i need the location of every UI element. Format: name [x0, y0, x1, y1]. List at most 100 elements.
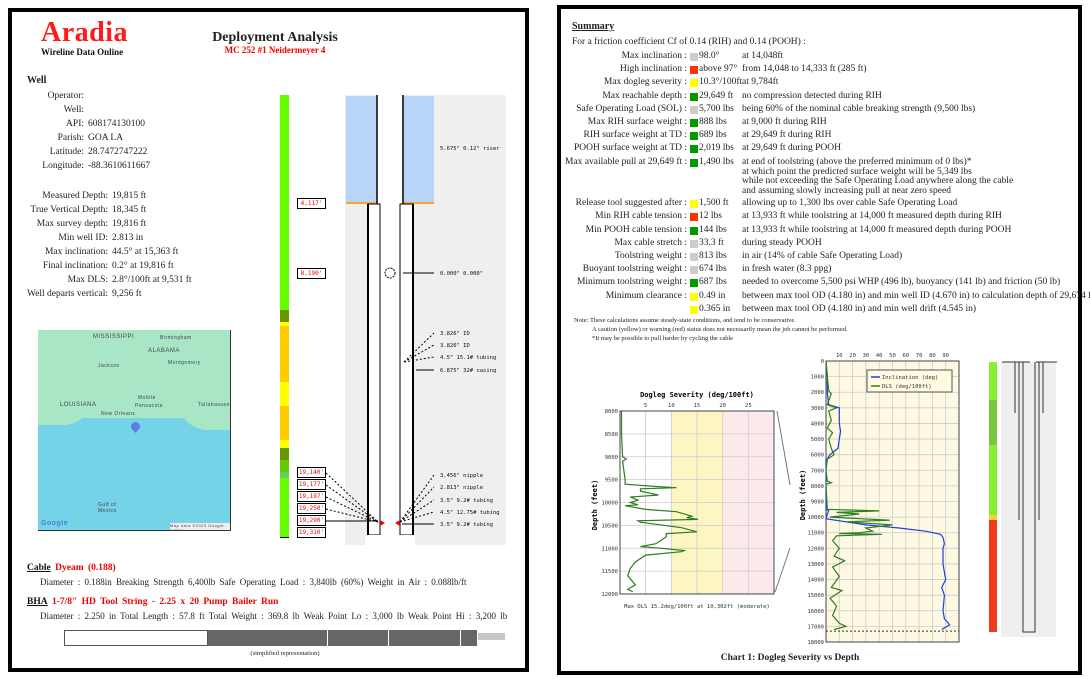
summary-desc: no compression detected during RIH: [742, 90, 882, 101]
component-label: 3.456" nipple: [440, 473, 483, 479]
y-tick-label: 17000: [807, 624, 824, 630]
summary-value: 689 lbs: [699, 130, 727, 141]
well-info-row: Final inclination: 0.2° at 19,816 ft: [20, 261, 174, 273]
status-indicator-icon: [690, 305, 698, 314]
well-info-label: Min well ID:: [58, 233, 108, 243]
summary-row: Max dogleg severity : 10.3°/100ft at 9,784…: [565, 77, 1075, 90]
status-indicator-icon: [690, 66, 698, 75]
summary-desc-continuation: and assuming slowly increasing pull at n…: [565, 186, 1075, 199]
summary-value: 0.49 in: [699, 290, 726, 301]
y-tick-label: 9000: [605, 455, 618, 461]
summary-label: POOH surface weight at TD :: [573, 143, 687, 154]
depth-marker: 19,177': [297, 479, 326, 490]
status-indicator-icon: [690, 145, 698, 154]
bha-heading: BHA: [27, 597, 48, 607]
location-map[interactable]: MISSISSIPPI ALABAMA LOUISIANA Montgomery…: [38, 330, 231, 531]
well-info-label: Max DLS:: [67, 275, 108, 285]
status-indicator-icon: [690, 132, 698, 141]
well-info-value: 9,256 ft: [112, 289, 142, 299]
y-tick-label: 2000: [811, 390, 824, 396]
summary-value: 687 lbs: [699, 277, 727, 288]
y-tick-label: 9500: [605, 478, 618, 484]
summary-value: 1,490 lbs: [699, 156, 734, 167]
well-info-label: Operator:: [47, 91, 84, 101]
summary-row: Max inclination : 98.0° at 14,048ft: [565, 51, 1075, 64]
summary-value: 12 lbs: [699, 211, 722, 222]
y-tick-label: 10000: [601, 501, 618, 507]
restriction-marker: [380, 520, 385, 526]
summary-row: Max cable stretch : 33.3 ft during steady …: [565, 238, 1075, 251]
summary-value: 2,019 lbs: [699, 143, 734, 154]
x-tick-label: 60: [902, 353, 909, 359]
x-tick-label: 50: [889, 353, 896, 359]
summary-desc: while not exceeding the Safe Operating L…: [742, 176, 1014, 187]
component-label: 4.5" 15.1# tubing: [440, 355, 496, 361]
summary-row: Min RIH cable tension : 12 lbs at 13,933 f…: [565, 211, 1075, 224]
plot-border: [619, 410, 775, 595]
summary-row: Safe Operating Load (SOL) : 5,700 lbs bein…: [565, 104, 1075, 117]
summary-label: Minimum toolstring weight :: [576, 277, 687, 288]
y-tick-label: 4000: [811, 421, 824, 427]
summary-label: RIH surface weight at TD :: [583, 130, 687, 141]
y-tick-label: 8000: [811, 484, 824, 490]
summary-row: Max reachable depth : 29,649 ft no compres…: [565, 91, 1075, 104]
well-info-label: Parish:: [57, 133, 84, 143]
depth-marker: 19,140': [297, 467, 326, 478]
leader-lines-upper: [403, 332, 435, 363]
mini-wellbore-schematic: [1001, 361, 1057, 637]
status-indicator-icon: [690, 226, 698, 235]
summary-label: Max reachable depth :: [602, 90, 687, 101]
x-tick-label: 10: [836, 353, 843, 359]
brand-tagline: Wireline Data Online: [41, 47, 124, 57]
wellbore-schematic: 5.675" 0.12" riser 0.000" 0.000" 3.826" …: [325, 95, 506, 545]
inclination-dls-chart: 10 20 30 40 50 60 70 80 90 0 1000 2000 3000 4000 5000 6…: [807, 353, 960, 646]
legend: [866, 369, 953, 393]
summary-row: Minimum clearance : 0.49 in between max to…: [565, 290, 1090, 304]
map-label: Tallahassee: [198, 402, 230, 408]
summary-desc: needed to overcome 5,500 psi WHP (496 lb…: [742, 277, 1061, 288]
well-info-value: 44.5° at 15,363 ft: [112, 247, 179, 257]
well-info-row: Max survey depth: 19,816 ft: [20, 219, 147, 231]
status-indicator-icon: [690, 53, 698, 61]
well-info-label: Latitude:: [49, 147, 84, 157]
summary-row: Toolstring weight : 813 lbs in air (14% of…: [565, 251, 1075, 264]
well-info-value: 19,815 ft: [112, 191, 147, 201]
restriction-marker: [395, 520, 400, 526]
depth-marker: 4,117': [297, 198, 326, 209]
summary-row: High inclination : above 97° from 14,048 t…: [565, 64, 1075, 77]
depth-marker: 19,197': [297, 491, 326, 502]
y-tick-label: 13000: [807, 562, 824, 568]
well-heading: Well: [27, 75, 47, 86]
summary-desc-continuation: while not exceeding the Safe Operating L…: [565, 176, 1075, 189]
well-info-value: 19,816 ft: [112, 219, 147, 229]
well-info-label: True Vertical Depth:: [30, 205, 108, 215]
well-info-row: Measured Depth: 19,815 ft: [20, 191, 146, 203]
page-title: Deployment Analysis: [212, 30, 338, 45]
summary-label: Release tool suggested after :: [575, 198, 687, 209]
y-tick-label: 5000: [811, 437, 824, 443]
summary-desc: at 13,933 ft while toolstring at 14,000 …: [742, 224, 1012, 235]
x-tick-label: 40: [876, 353, 883, 359]
summary-value: 144 lbs: [699, 224, 727, 235]
summary-value: 29,649 ft: [699, 90, 734, 101]
well-subtitle: MC 252 #1 Neidermeyer 4: [224, 45, 326, 55]
status-indicator-icon: [690, 213, 698, 222]
zoom-connector: [776, 410, 791, 486]
well-info-row: Min well ID: 2.813 in: [20, 233, 143, 245]
summary-row: Release tool suggested after : 1,500 ft al…: [565, 198, 1075, 211]
casing-left: [367, 203, 381, 536]
summary-value: 1,500 ft: [699, 198, 729, 209]
riser-fluid-left: [346, 96, 377, 203]
well-info-value: GOA LA: [88, 133, 124, 143]
component-label: 2.813" nipple: [440, 485, 483, 491]
well-info-value: 18,345 ft: [112, 205, 147, 215]
cable-name: Dyeam (0.188): [55, 563, 116, 573]
google-logo: Google: [41, 520, 69, 527]
summary-desc: at 29,649 ft during RIH: [742, 130, 832, 141]
well-info-row: Well departs vertical: 9,256 ft: [20, 289, 142, 301]
summary-desc: at 9,784ft: [742, 77, 779, 88]
well-info-label: Well:: [63, 105, 84, 115]
legend-label: DLS (deg/100ft): [882, 384, 932, 390]
summary-desc: at 13,933 ft while toolstring at 14,000 …: [742, 211, 1002, 222]
depth-marker: 19,250': [297, 503, 326, 514]
